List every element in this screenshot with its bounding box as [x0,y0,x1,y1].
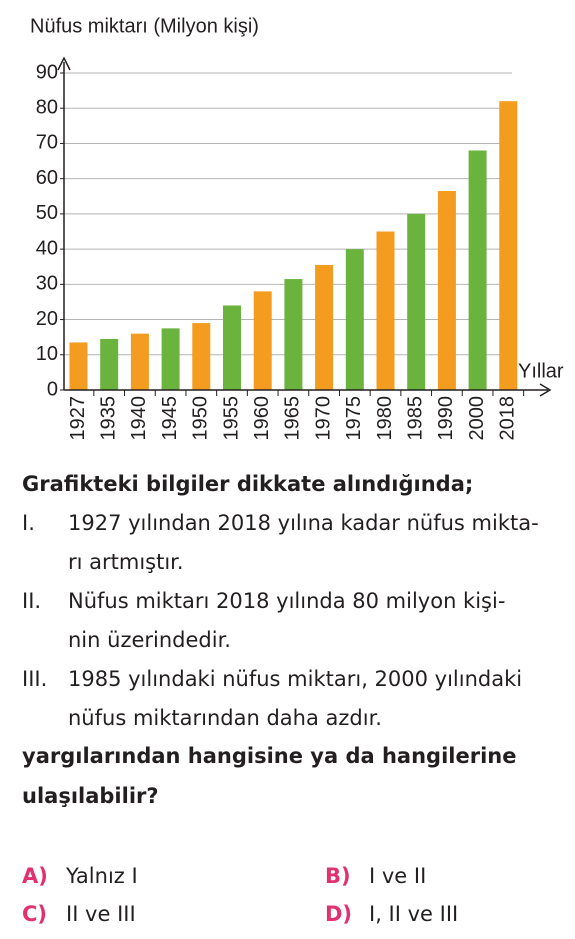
x-tick-label: 1975 [343,396,365,441]
item-number: II. [22,589,42,613]
x-tick-label: 1965 [282,396,304,441]
y-tick-label: 0 [47,378,58,400]
y-tick-label: 80 [36,97,58,119]
bar [284,279,303,390]
x-tick-label: 2018 [497,396,519,441]
x-tick-label: 1980 [374,396,396,441]
option-text[interactable]: I, II ve III [369,902,459,926]
item-text: nin üzerindedir. [68,628,231,652]
option-letter: B) [325,864,351,888]
y-tick-label: 60 [36,167,58,189]
bar [130,333,149,390]
bar [345,249,364,390]
bar [407,213,426,390]
option-text[interactable]: Yalnız I [66,864,138,888]
bar [69,342,88,390]
item-number: III. [22,667,48,691]
bar [100,338,119,390]
x-tick-label: 1970 [312,396,334,441]
y-tick-label: 90 [36,61,58,83]
item-text: nüfus miktarından daha azdır. [68,706,382,730]
y-axis-arrow [57,56,71,71]
x-tick-label: 1927 [67,396,89,441]
item-text: rı artmıştır. [68,550,184,574]
x-tick-label: 1985 [404,396,426,441]
item-text: 1927 yılından 2018 yılına kadar nüfus mi… [68,511,539,535]
x-tick-label: 1935 [97,396,119,441]
item-number: I. [22,511,35,535]
item-text: 1985 yılındaki nüfus miktarı, 2000 yılın… [68,667,523,691]
text: Grafikteki bilgiler dikkate alındığında; [22,472,474,496]
y-tick-label: 30 [36,273,58,295]
x-tick-label: 1940 [128,396,150,441]
chart: Nüfus miktarı (Milyon kişi) Yıllar 0 10 20… [30,15,564,441]
bar [376,231,395,390]
text: ulaşılabilir? [22,784,159,808]
x-tick-label: 1945 [159,396,181,441]
option-letter: C) [22,902,48,926]
y-tick-label: 50 [36,202,58,224]
item-text: Nüfus miktarı 2018 yılında 80 milyon kiş… [68,589,506,613]
x-axis-label: Yıllar [518,360,564,382]
bar [499,101,518,390]
option-text[interactable]: I ve II [369,864,427,888]
y-tick-label: 10 [36,343,58,365]
x-tick-label: 1955 [220,396,242,441]
option-text[interactable]: II ve III [66,902,136,926]
x-axis-arrow [539,383,552,397]
bar [192,323,211,390]
text: yargılarından hangisine ya da hangilerin… [22,744,517,768]
x-tick-label: 1960 [251,396,273,441]
bar [161,328,180,390]
y-tick-label: 40 [36,237,58,259]
option-letter: A) [22,864,48,888]
x-tick-label: 1950 [190,396,212,441]
x-tick-label: 1990 [435,396,457,441]
bar [253,291,272,390]
bar [315,264,334,390]
y-tick-label: 20 [36,308,58,330]
option-letter: D) [325,902,353,926]
x-tick-label: 2000 [466,396,488,441]
y-axis-label: Nüfus miktarı (Milyon kişi) [30,15,259,37]
bar [223,305,241,390]
y-tick-label: 70 [36,132,58,154]
bar [468,150,487,390]
bar [437,190,456,390]
